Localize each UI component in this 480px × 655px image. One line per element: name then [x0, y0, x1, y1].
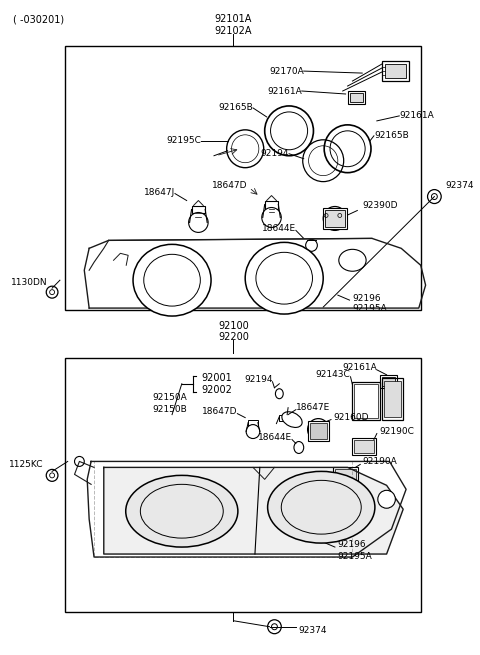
Ellipse shape — [189, 212, 208, 233]
Bar — [65, 47, 421, 310]
Text: 92100: 92100 — [218, 321, 249, 331]
Text: 92161A: 92161A — [342, 364, 377, 372]
Text: 92161A: 92161A — [399, 111, 434, 121]
Bar — [352, 382, 380, 420]
Text: 92190C: 92190C — [380, 427, 415, 436]
Bar — [382, 61, 409, 81]
Text: 92161A: 92161A — [267, 86, 302, 96]
Ellipse shape — [378, 491, 396, 508]
Bar — [384, 64, 406, 78]
Ellipse shape — [245, 242, 323, 314]
Text: 92101A: 92101A — [215, 14, 252, 24]
Bar — [308, 421, 329, 441]
Text: 92160D: 92160D — [333, 413, 369, 422]
Ellipse shape — [133, 244, 211, 316]
Bar — [333, 468, 358, 489]
Text: 92196: 92196 — [338, 540, 366, 549]
Bar — [323, 208, 347, 229]
Text: 18647E: 18647E — [296, 403, 330, 412]
Bar — [192, 206, 205, 214]
Text: 92390D: 92390D — [362, 201, 398, 210]
Polygon shape — [104, 468, 403, 554]
Text: 92194: 92194 — [261, 149, 289, 159]
Text: 92165B: 92165B — [374, 131, 408, 140]
Text: 92002: 92002 — [201, 384, 232, 395]
Text: 92170A: 92170A — [269, 67, 304, 75]
Text: 92143C: 92143C — [316, 370, 350, 379]
Text: 92102A: 92102A — [215, 26, 252, 36]
Bar — [310, 422, 327, 439]
Bar — [264, 200, 278, 208]
Text: 18644E: 18644E — [258, 433, 292, 442]
Text: 1130DN: 1130DN — [11, 278, 48, 287]
Bar — [382, 377, 396, 386]
Bar — [325, 210, 345, 227]
Text: 92195C: 92195C — [167, 136, 201, 145]
Text: 18647D: 18647D — [212, 181, 247, 190]
Text: 92165B: 92165B — [218, 103, 253, 113]
Ellipse shape — [126, 476, 238, 547]
Text: 92190A: 92190A — [362, 457, 397, 466]
Bar — [248, 420, 258, 426]
Bar — [349, 93, 363, 102]
Text: 92374: 92374 — [445, 181, 474, 190]
Text: ( -030201): ( -030201) — [13, 14, 64, 24]
Text: 18647J: 18647J — [144, 188, 175, 197]
Text: 92001: 92001 — [201, 373, 232, 383]
Text: 92374: 92374 — [299, 626, 327, 635]
Text: 92196: 92196 — [352, 293, 381, 303]
Text: 92194: 92194 — [244, 375, 273, 384]
Ellipse shape — [262, 208, 281, 227]
Bar — [65, 358, 421, 612]
Bar — [354, 440, 374, 453]
Bar — [354, 384, 378, 418]
Text: 92150B: 92150B — [153, 405, 187, 414]
Bar — [384, 381, 401, 417]
Bar — [279, 415, 287, 421]
Text: 18644E: 18644E — [262, 224, 296, 233]
Text: 92195A: 92195A — [352, 303, 387, 312]
Ellipse shape — [282, 412, 302, 428]
Bar — [382, 378, 403, 420]
Bar — [348, 91, 365, 104]
Text: 92200: 92200 — [218, 332, 249, 342]
Ellipse shape — [246, 424, 260, 439]
Text: 1125KC: 1125KC — [9, 460, 44, 469]
Ellipse shape — [268, 472, 375, 543]
Text: 92195A: 92195A — [338, 552, 372, 561]
Bar — [335, 470, 356, 487]
Text: 92150A: 92150A — [153, 393, 187, 402]
Bar — [352, 438, 376, 455]
Bar — [380, 375, 397, 388]
Text: 18647D: 18647D — [202, 407, 238, 416]
